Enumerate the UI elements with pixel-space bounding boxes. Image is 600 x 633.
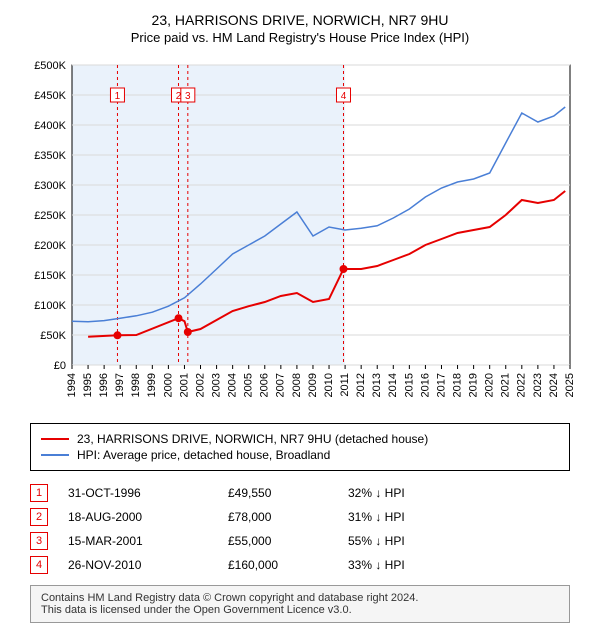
sale-price: £49,550	[228, 486, 348, 500]
legend-swatch	[41, 438, 69, 440]
svg-text:1: 1	[115, 91, 121, 102]
svg-text:2006: 2006	[259, 373, 271, 397]
legend-item: 23, HARRISONS DRIVE, NORWICH, NR7 9HU (d…	[41, 432, 559, 446]
svg-text:1996: 1996	[98, 373, 110, 397]
sale-date: 15-MAR-2001	[68, 534, 228, 548]
svg-text:2009: 2009	[307, 373, 319, 397]
svg-text:2007: 2007	[275, 373, 287, 397]
legend-item: HPI: Average price, detached house, Broa…	[41, 448, 559, 462]
svg-text:2018: 2018	[451, 373, 463, 397]
svg-text:£200K: £200K	[34, 240, 66, 252]
svg-text:1994: 1994	[66, 373, 78, 397]
svg-text:2015: 2015	[403, 373, 415, 397]
svg-text:2003: 2003	[210, 373, 222, 397]
legend-label: 23, HARRISONS DRIVE, NORWICH, NR7 9HU (d…	[77, 432, 428, 446]
svg-text:2010: 2010	[323, 373, 335, 397]
svg-text:1999: 1999	[146, 373, 158, 397]
svg-text:£400K: £400K	[34, 120, 66, 132]
svg-text:1998: 1998	[130, 373, 142, 397]
footnote: Contains HM Land Registry data © Crown c…	[30, 585, 570, 623]
sale-marker-box: 4	[30, 556, 48, 574]
footnote-line: Contains HM Land Registry data © Crown c…	[41, 592, 559, 604]
sale-row: 1 31-OCT-1996£49,55032% ↓ HPI	[30, 481, 570, 505]
svg-text:£350K: £350K	[34, 150, 66, 162]
svg-text:2019: 2019	[468, 373, 480, 397]
sale-delta: 33% ↓ HPI	[348, 558, 570, 572]
svg-text:£50K: £50K	[40, 330, 66, 342]
svg-text:2011: 2011	[339, 373, 351, 397]
svg-text:2001: 2001	[178, 373, 190, 397]
svg-text:2013: 2013	[371, 373, 383, 397]
svg-text:2016: 2016	[419, 373, 431, 397]
sale-row: 3 15-MAR-2001£55,00055% ↓ HPI	[30, 529, 570, 553]
svg-text:2000: 2000	[162, 373, 174, 397]
sale-price: £55,000	[228, 534, 348, 548]
svg-text:£100K: £100K	[34, 300, 66, 312]
svg-text:£500K: £500K	[34, 60, 66, 72]
sale-price: £78,000	[228, 510, 348, 524]
sale-price: £160,000	[228, 558, 348, 572]
sale-row: 4 26-NOV-2010£160,00033% ↓ HPI	[30, 553, 570, 577]
svg-text:2023: 2023	[532, 373, 544, 397]
svg-text:£150K: £150K	[34, 270, 66, 282]
svg-text:2017: 2017	[435, 373, 447, 397]
svg-text:£0: £0	[54, 360, 66, 372]
price-chart: £0 £50K £100K £150K £200K £250K £300K £350K £400…	[20, 55, 580, 415]
svg-text:2021: 2021	[500, 373, 512, 397]
sale-delta: 31% ↓ HPI	[348, 510, 570, 524]
svg-text:£250K: £250K	[34, 210, 66, 222]
svg-text:2020: 2020	[484, 373, 496, 397]
svg-text:2025: 2025	[564, 373, 576, 397]
footnote-line: This data is licensed under the Open Gov…	[41, 604, 559, 616]
sale-date: 18-AUG-2000	[68, 510, 228, 524]
svg-text:2002: 2002	[194, 373, 206, 397]
svg-text:2022: 2022	[516, 373, 528, 397]
page-subtitle: Price paid vs. HM Land Registry's House …	[10, 30, 590, 45]
legend: 23, HARRISONS DRIVE, NORWICH, NR7 9HU (d…	[30, 423, 570, 471]
svg-text:2004: 2004	[227, 373, 239, 397]
svg-text:3: 3	[185, 91, 191, 102]
svg-text:1995: 1995	[82, 373, 94, 397]
svg-text:2012: 2012	[355, 373, 367, 397]
svg-text:4: 4	[341, 91, 347, 102]
svg-text:2008: 2008	[291, 373, 303, 397]
svg-text:£450K: £450K	[34, 90, 66, 102]
sale-date: 31-OCT-1996	[68, 486, 228, 500]
svg-text:£300K: £300K	[34, 180, 66, 192]
sale-marker-box: 3	[30, 532, 48, 550]
sale-date: 26-NOV-2010	[68, 558, 228, 572]
svg-text:2024: 2024	[548, 373, 560, 397]
sales-table: 1 31-OCT-1996£49,55032% ↓ HPI 2 18-AUG-2000…	[30, 481, 570, 577]
svg-text:2014: 2014	[387, 373, 399, 397]
sale-row: 2 18-AUG-2000£78,00031% ↓ HPI	[30, 505, 570, 529]
sale-delta: 32% ↓ HPI	[348, 486, 570, 500]
sale-marker-box: 1	[30, 484, 48, 502]
sale-marker-box: 2	[30, 508, 48, 526]
svg-text:1997: 1997	[114, 373, 126, 397]
page-title: 23, HARRISONS DRIVE, NORWICH, NR7 9HU	[10, 12, 590, 28]
legend-label: HPI: Average price, detached house, Broa…	[77, 448, 330, 462]
svg-text:2005: 2005	[243, 373, 255, 397]
legend-swatch	[41, 454, 69, 456]
sale-delta: 55% ↓ HPI	[348, 534, 570, 548]
